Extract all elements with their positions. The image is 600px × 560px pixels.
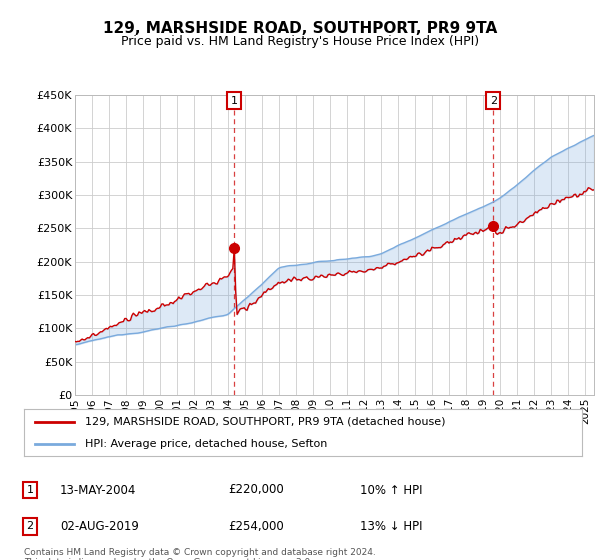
Text: 129, MARSHSIDE ROAD, SOUTHPORT, PR9 9TA (detached house): 129, MARSHSIDE ROAD, SOUTHPORT, PR9 9TA … [85,417,446,427]
Text: Contains HM Land Registry data © Crown copyright and database right 2024.
This d: Contains HM Land Registry data © Crown c… [24,548,376,560]
Text: 2: 2 [26,521,34,531]
Text: 1: 1 [231,96,238,105]
Text: 2: 2 [490,96,497,105]
Text: 02-AUG-2019: 02-AUG-2019 [60,520,139,533]
Text: 129, MARSHSIDE ROAD, SOUTHPORT, PR9 9TA: 129, MARSHSIDE ROAD, SOUTHPORT, PR9 9TA [103,21,497,36]
Text: 1: 1 [26,485,34,495]
Text: 13% ↓ HPI: 13% ↓ HPI [360,520,422,533]
Text: £254,000: £254,000 [228,520,284,533]
Text: 10% ↑ HPI: 10% ↑ HPI [360,483,422,497]
Text: £220,000: £220,000 [228,483,284,497]
Text: 13-MAY-2004: 13-MAY-2004 [60,483,136,497]
Text: HPI: Average price, detached house, Sefton: HPI: Average price, detached house, Seft… [85,438,328,449]
Text: Price paid vs. HM Land Registry's House Price Index (HPI): Price paid vs. HM Land Registry's House … [121,35,479,48]
